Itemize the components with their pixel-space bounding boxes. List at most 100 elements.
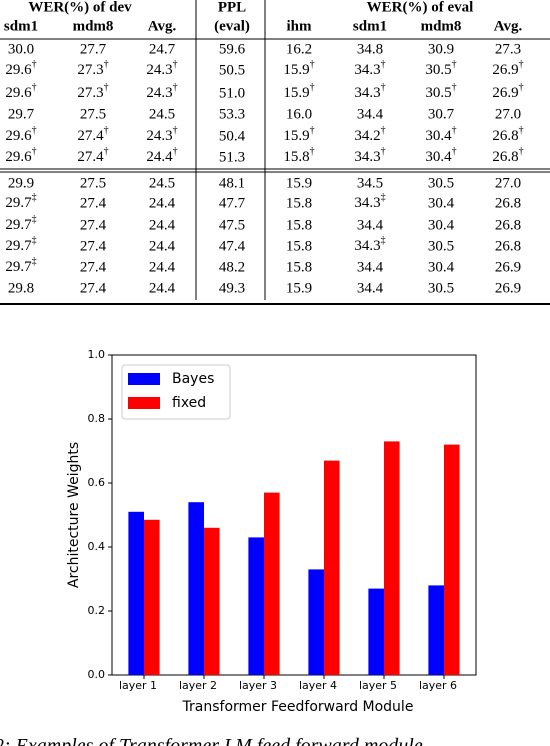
cell: 27.3 xyxy=(495,41,521,57)
legend-label: fixed xyxy=(172,395,206,411)
cell: 24.4 xyxy=(149,238,176,254)
cell: 24.5 xyxy=(149,175,175,191)
legend-swatch xyxy=(128,373,160,385)
x-tick-label: layer 5 xyxy=(359,679,397,692)
cell: 34.8 xyxy=(357,41,383,57)
bar xyxy=(324,460,340,675)
cell: 51.3 xyxy=(219,149,245,165)
cell: 34.2† xyxy=(354,125,385,144)
cell: 30.9 xyxy=(428,41,454,57)
cell: 29.6† xyxy=(5,125,36,144)
column-header: Avg. xyxy=(148,18,177,34)
y-tick-label: 0.6 xyxy=(88,476,106,489)
column-header: sdm1 xyxy=(353,18,387,34)
cell: 27.5 xyxy=(80,175,106,191)
y-tick-label: 1.0 xyxy=(88,348,106,361)
cell: 15.9 xyxy=(286,175,312,191)
cell: 34.3† xyxy=(354,59,385,78)
bar xyxy=(428,585,444,675)
cell: 27.4 xyxy=(80,238,107,254)
y-tick-label: 0.8 xyxy=(88,412,106,425)
column-header: sdm1 xyxy=(4,18,38,34)
group-header: WER(%) of dev xyxy=(28,0,132,15)
bar xyxy=(248,537,264,675)
cell: 30.4 xyxy=(428,259,455,275)
cell: 29.7‡ xyxy=(5,256,36,275)
group-header: PPL xyxy=(218,0,246,15)
cell: 34.3† xyxy=(354,146,385,165)
cell: 29.7‡ xyxy=(5,192,36,211)
cell: 29.6† xyxy=(5,82,36,101)
cell: 29.9 xyxy=(8,175,34,191)
bar xyxy=(144,519,160,675)
cell: 29.6† xyxy=(5,146,36,165)
column-header: Avg. xyxy=(494,18,523,34)
column-header: (eval) xyxy=(214,18,250,34)
cell: 24.3† xyxy=(146,59,177,78)
cell: 15.8 xyxy=(286,195,312,211)
cell: 24.5 xyxy=(149,106,175,122)
cell: 27.4 xyxy=(80,195,107,211)
cell: 26.8† xyxy=(492,125,523,144)
cell: 24.4 xyxy=(149,259,176,275)
y-tick-label: 0.0 xyxy=(88,668,106,681)
cell: 34.3‡ xyxy=(354,192,385,211)
cell: 30.7 xyxy=(428,106,455,122)
y-axis-label: Architecture Weights xyxy=(66,442,82,588)
bar xyxy=(444,444,460,675)
bar xyxy=(308,569,324,675)
cell: 24.3† xyxy=(146,125,177,144)
cell: 29.8 xyxy=(8,280,34,296)
cell: 15.9 xyxy=(286,280,312,296)
cell: 27.4 xyxy=(80,259,107,275)
cell: 24.4† xyxy=(146,146,177,165)
results-table: WER(%) of dev PPL WER(%) of eval sdm1 mdm… xyxy=(0,0,550,305)
cell: 15.9† xyxy=(283,125,314,144)
cell: 27.5 xyxy=(80,106,106,122)
cell: 30.5 xyxy=(428,280,454,296)
cell: 24.4 xyxy=(149,280,176,296)
bar xyxy=(188,502,204,675)
cell: 15.9† xyxy=(283,82,314,101)
cell: 34.3‡ xyxy=(354,235,385,254)
cell: 15.8 xyxy=(286,238,312,254)
cell: 30.5 xyxy=(428,238,454,254)
column-header: mdm8 xyxy=(73,18,114,34)
cell: 16.0 xyxy=(286,106,312,122)
bar-chart: 0.0 0.2 0.4 0.6 0.8 1.0 layer 1 layer 2 layer 3 l… xyxy=(66,348,477,715)
cell: 24.3† xyxy=(146,82,177,101)
plot-frame xyxy=(111,354,477,676)
caption: 2: Examples of Transformer LM feed forwa… xyxy=(0,735,423,746)
cell: 30.4 xyxy=(428,195,455,211)
cell: 30.4† xyxy=(425,146,456,165)
cell: 27.3† xyxy=(77,82,108,101)
cell: 50.5 xyxy=(219,62,245,78)
cell: 34.4 xyxy=(357,106,384,122)
x-tick-label: layer 4 xyxy=(299,679,337,692)
y-tick-label: 0.2 xyxy=(88,604,106,617)
cell: 47.7 xyxy=(219,195,246,211)
x-tick-label: layer 1 xyxy=(119,679,157,692)
cell: 26.9† xyxy=(492,82,523,101)
cell: 47.4 xyxy=(219,238,246,254)
cell: 48.1 xyxy=(219,175,245,191)
bar xyxy=(128,511,144,675)
cell: 27.0 xyxy=(495,106,521,122)
legend-label: Bayes xyxy=(172,371,214,387)
x-tick-label: layer 3 xyxy=(239,679,277,692)
cell: 15.8 xyxy=(286,217,312,233)
cell: 51.0 xyxy=(219,85,245,101)
cell: 30.5† xyxy=(425,59,456,78)
cell: 50.4 xyxy=(219,128,246,144)
cell: 47.5 xyxy=(219,217,245,233)
cell: 15.9† xyxy=(283,59,314,78)
cell: 30.4 xyxy=(428,217,455,233)
cell: 30.5† xyxy=(425,82,456,101)
cell: 26.9† xyxy=(492,59,523,78)
column-header: mdm8 xyxy=(421,18,462,34)
cell: 34.4 xyxy=(357,280,384,296)
cell: 53.3 xyxy=(219,106,245,122)
cell: 27.0 xyxy=(495,175,521,191)
bar xyxy=(368,588,384,675)
